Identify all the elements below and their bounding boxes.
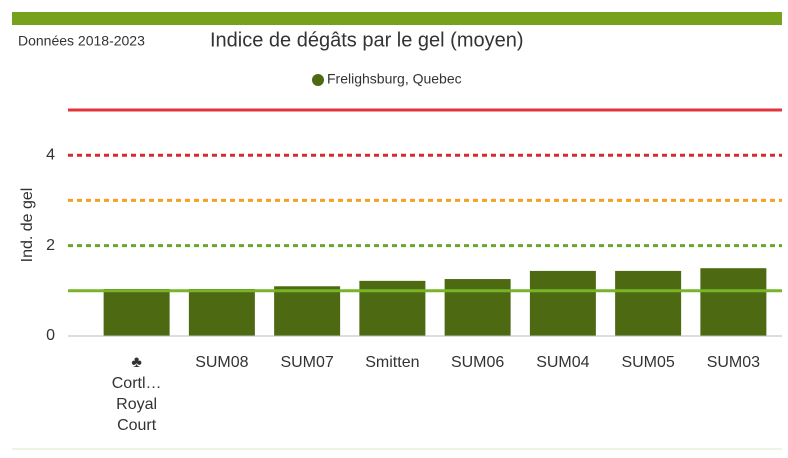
bar	[700, 268, 767, 336]
x-tick-label: Smitten	[365, 354, 419, 371]
chart-title: Indice de dégâts par le gel (moyen)	[210, 29, 524, 51]
x-tick-label: Royal	[116, 396, 157, 413]
y-tick-label: 4	[46, 146, 55, 163]
bar	[444, 279, 511, 336]
chart-subtitle: Données 2018-2023	[18, 33, 145, 49]
bar	[188, 288, 255, 336]
header-band	[12, 12, 782, 25]
y-axis-label: Ind. de gel	[19, 188, 36, 263]
x-tick-label: SUM08	[195, 354, 248, 371]
x-tick-label: SUM04	[536, 354, 589, 371]
legend-marker	[312, 74, 324, 86]
bar	[103, 288, 170, 336]
x-tick-label: SUM03	[707, 354, 760, 371]
x-tick-label: ♣	[131, 354, 142, 371]
legend-label: Frelighsburg, Quebec	[327, 71, 462, 87]
bar	[529, 270, 596, 336]
x-tick-label: SUM05	[621, 354, 674, 371]
y-tick-label: 0	[46, 327, 55, 344]
bar	[359, 280, 426, 336]
y-tick-label: 2	[46, 237, 55, 254]
x-tick-label: SUM06	[451, 354, 504, 371]
bar	[274, 286, 341, 336]
x-tick-label: SUM07	[280, 354, 333, 371]
x-tick-label: Cortl…	[112, 375, 162, 392]
bar	[615, 270, 682, 336]
x-tick-label: Court	[117, 417, 157, 434]
